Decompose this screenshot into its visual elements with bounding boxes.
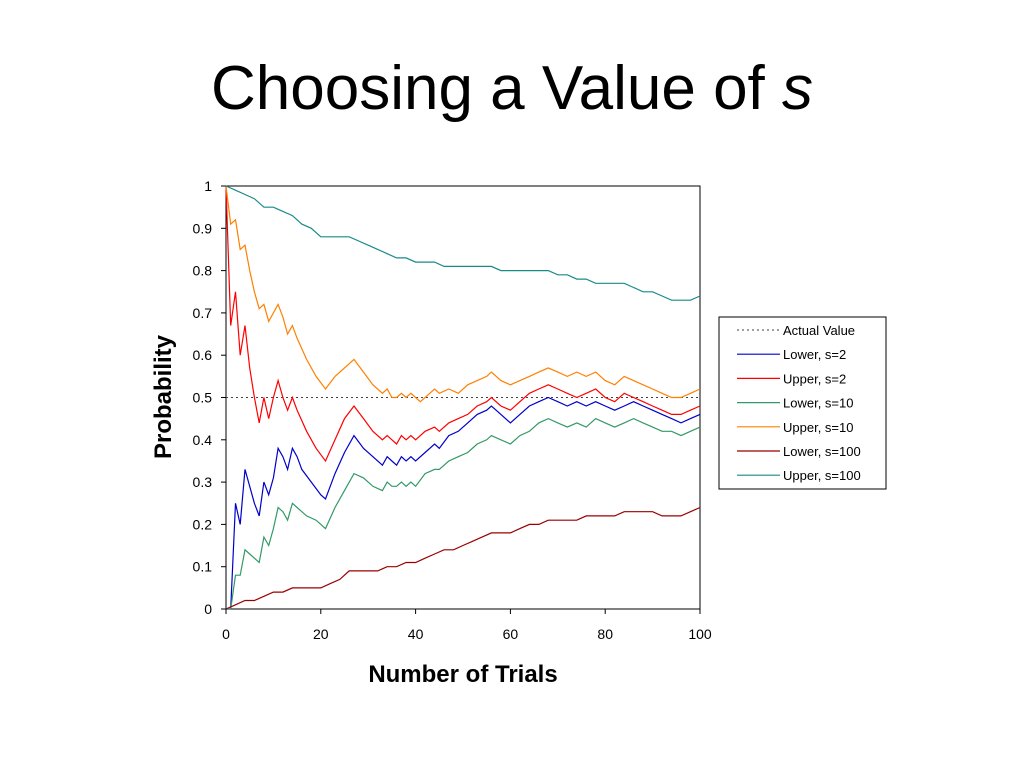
y-tick-label: 0.1 [193,559,213,575]
y-axis: 0 0.1 0.2 0.3 0.4 0.5 0.6 0.7 0.8 0.9 1 [193,178,226,617]
x-tick-label: 40 [408,626,424,642]
legend: Actual Value Lower, s=2 Upper, s=2 Lower, s… [718,316,887,490]
series-line-7 [225,185,701,301]
y-tick-label: 0.6 [193,347,213,363]
series-line-2 [226,396,701,610]
x-tick-label: 0 [222,626,230,642]
legend-label: Upper, s=100 [783,468,861,483]
series-layer [225,185,701,610]
legend-label: Lower, s=2 [783,347,846,362]
x-axis: 0 20 40 60 80 100 [222,609,712,642]
y-tick-label: 0.3 [193,474,213,490]
x-tick-label: 100 [688,626,712,642]
slide-title-text: Choosing a Value of [210,54,783,123]
series-line-5 [225,185,701,403]
legend-label: Actual Value [783,323,855,338]
legend-label: Lower, s=10 [783,396,853,411]
x-tick-label: 60 [503,626,519,642]
y-tick-label: 0.4 [193,432,213,448]
y-tick-label: 0.7 [193,305,213,321]
x-tick-label: 20 [313,626,329,642]
y-tick-label: 0.2 [193,516,213,532]
x-tick-label: 80 [597,626,613,642]
slide-title-variable: s [782,54,814,123]
x-axis-title: Number of Trials [368,661,557,688]
y-tick-label: 0.5 [193,390,213,406]
y-tick-label: 0 [204,601,212,617]
legend-label: Lower, s=100 [783,444,861,459]
y-axis-title: Probability [150,334,177,459]
slide-title: Choosing a Value of s [0,58,1024,120]
series-line-3 [225,185,701,463]
y-tick-label: 0.8 [193,263,213,279]
legend-label: Upper, s=10 [783,420,853,435]
legend-label: Upper, s=2 [783,371,846,386]
series-line-6 [225,506,701,610]
y-tick-label: 1 [204,178,212,194]
y-tick-label: 0.9 [193,220,213,236]
series-line-4 [226,417,701,610]
